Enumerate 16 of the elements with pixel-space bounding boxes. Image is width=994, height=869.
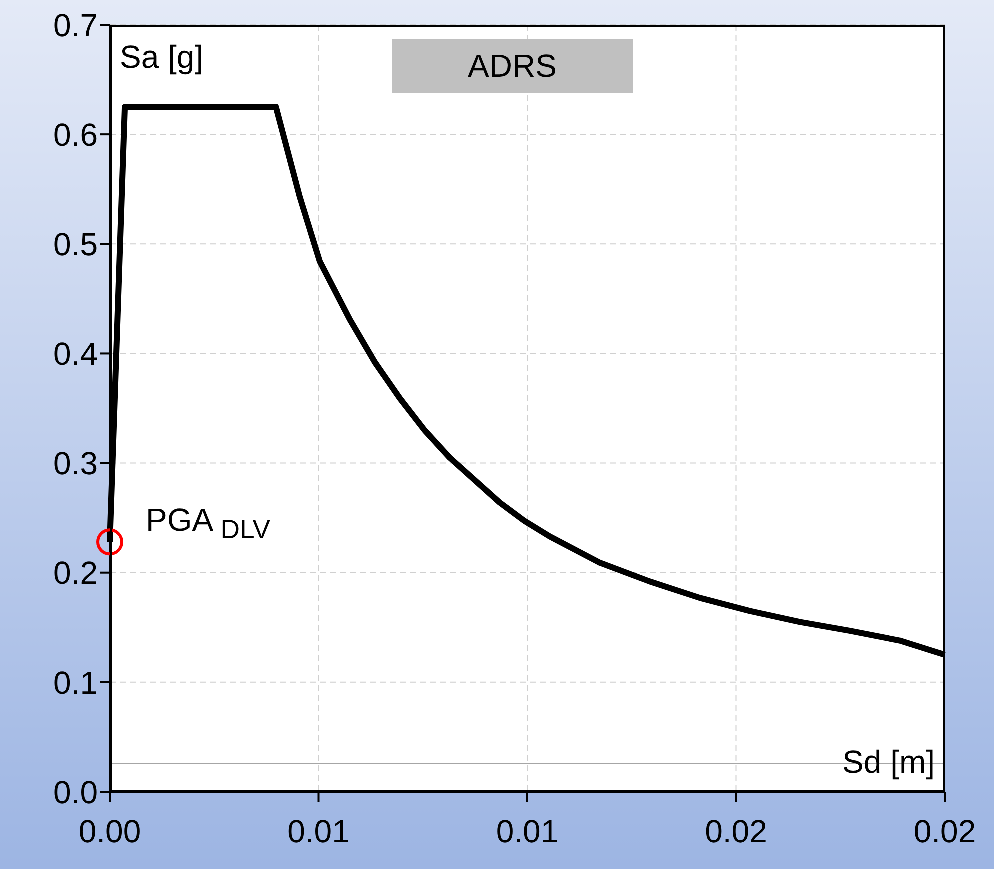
x-tick-label: 0.02 [705, 814, 768, 850]
y-tick-label: 0.7 [54, 7, 98, 44]
x-axis-title: Sd [m] [842, 744, 935, 781]
y-tick-label: 0.1 [54, 664, 98, 701]
x-tick-label: 0.01 [288, 814, 350, 850]
y-tick-label: 0.0 [54, 774, 98, 810]
x-tick-label: 0.01 [496, 814, 559, 850]
x-tick-label: 0.02 [914, 814, 976, 850]
y-axis-title: Sa [g] [120, 39, 204, 76]
x-tick-label: 0.00 [78, 814, 142, 850]
y-tick-label: 0.4 [54, 336, 98, 372]
y-tick-label: 0.3 [54, 446, 98, 482]
y-tick-label: 0.5 [54, 226, 98, 263]
y-tick-label: 0.6 [54, 116, 98, 153]
y-tick-label: 0.2 [54, 555, 98, 592]
annotation: PGA $_{DLV}$ [146, 502, 271, 546]
